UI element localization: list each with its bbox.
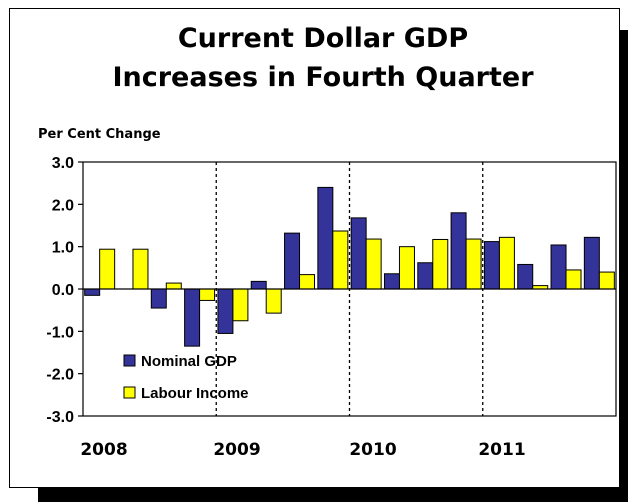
chart-title-line-1: Current Dollar GDP (178, 23, 468, 54)
x-tick-label-2010: 2010 (349, 440, 396, 460)
y-tick-label: 0.0 (52, 282, 74, 299)
y-tick-label: 3.0 (52, 155, 74, 172)
bar-labour-income-5 (233, 289, 248, 321)
bar-labour-income-4 (200, 289, 215, 300)
bar-nominal-gdp-6 (251, 281, 266, 289)
bar-nominal-gdp-11 (418, 263, 433, 289)
bar-labour-income-1 (100, 249, 115, 289)
bar-nominal-gdp-7 (285, 233, 300, 289)
y-tick-label: -2.0 (46, 367, 74, 384)
bar-labour-income-11 (433, 239, 448, 289)
bar-nominal-gdp-9 (351, 218, 366, 289)
legend-label-labour-income: Labour Income (141, 385, 249, 402)
legend-swatch-labour-income (124, 387, 135, 398)
bar-nominal-gdp-10 (384, 274, 399, 289)
y-tick-label: 1.0 (52, 240, 74, 257)
bar-labour-income-9 (366, 239, 381, 289)
bar-labour-income-10 (399, 247, 414, 289)
bar-nominal-gdp-1 (85, 289, 100, 295)
bar-labour-income-16 (599, 272, 614, 289)
bar-labour-income-13 (499, 237, 514, 289)
x-tick-label-2009: 2009 (213, 440, 260, 460)
bar-labour-income-15 (566, 270, 581, 289)
bar-nominal-gdp-13 (484, 242, 499, 289)
bar-nominal-gdp-4 (185, 289, 200, 346)
plot-area: 3.0 2.0 1.0 0.0 -1.0 -2.0 -3.0 2008 2009 2010 2011 (46, 155, 616, 460)
bar-labour-income-8 (333, 231, 348, 289)
bar-nominal-gdp-12 (451, 213, 466, 289)
legend: Nominal GDP Labour Income (124, 353, 249, 402)
bar-nominal-gdp-15 (551, 245, 566, 289)
bar-nominal-gdp-14 (518, 264, 533, 289)
x-tick-label-2011: 2011 (478, 440, 525, 460)
bar-labour-income-7 (300, 275, 315, 289)
y-axis-label: Per Cent Change (38, 127, 161, 142)
bar-labour-income-2 (133, 249, 148, 289)
chart-title-line-2: Increases in Fourth Quarter (112, 62, 534, 93)
bar-nominal-gdp-3 (151, 289, 166, 308)
y-tick-label: -3.0 (46, 409, 74, 426)
bar-nominal-gdp-5 (218, 289, 233, 333)
legend-label-nominal-gdp: Nominal GDP (141, 353, 237, 370)
bar-labour-income-3 (166, 283, 181, 289)
bar-labour-income-12 (466, 239, 481, 289)
legend-swatch-nominal-gdp (124, 355, 135, 366)
bar-labour-income-6 (266, 289, 281, 313)
y-tick-label: -1.0 (46, 324, 74, 341)
bar-nominal-gdp-16 (584, 237, 599, 289)
y-tick-label: 2.0 (52, 197, 74, 214)
x-tick-label-2008: 2008 (80, 440, 127, 460)
bar-nominal-gdp-8 (318, 187, 333, 289)
